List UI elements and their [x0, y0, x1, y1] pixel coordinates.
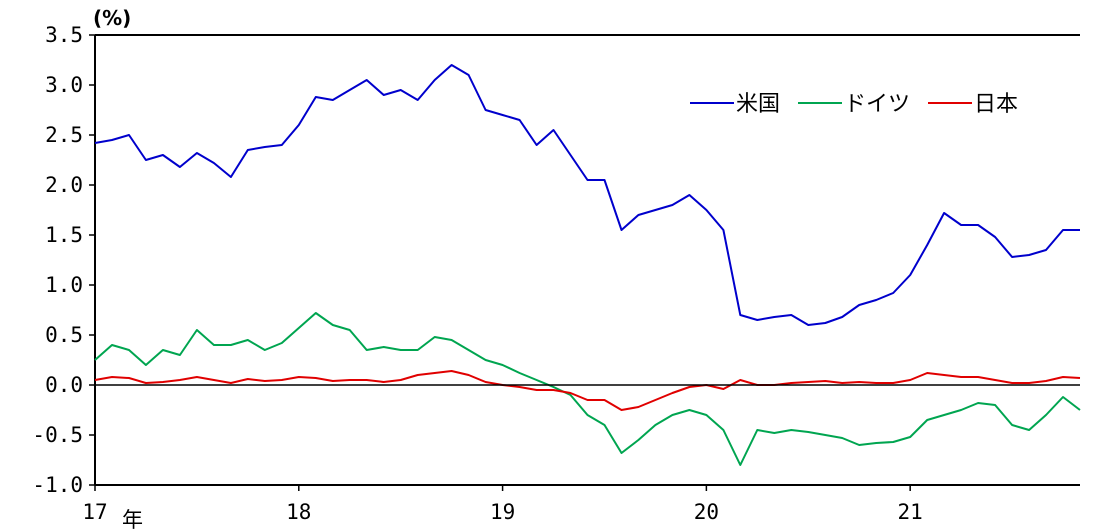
y-tick-label: 2.5: [45, 123, 83, 147]
y-tick-label: 3.5: [45, 23, 83, 47]
y-tick-label: 0.5: [45, 323, 83, 347]
legend-label-1: 米国: [736, 92, 780, 117]
y-tick-label: 2.0: [45, 173, 83, 197]
series-line-3: [94, 370, 1081, 411]
x-axis: 17 18 19 20 21: [82, 485, 923, 524]
x-tick-label: 17: [82, 500, 107, 524]
x-year-suffix: 年: [122, 508, 143, 531]
legend: 米国 ドイツ 日本: [690, 92, 1018, 117]
x-tick-label: 19: [490, 500, 515, 524]
series-line-1: [94, 64, 1080, 326]
x-tick-label: 18: [286, 500, 311, 524]
y-tick-label: 0.0: [45, 373, 83, 397]
y-tick-label: 3.0: [45, 73, 83, 97]
legend-label-2: ドイツ: [844, 92, 910, 117]
x-tick-label: 21: [898, 500, 923, 524]
y-unit-label: (%): [93, 6, 131, 30]
series-line-2: [94, 312, 1081, 466]
legend-label-3: 日本: [974, 92, 1018, 117]
y-axis: 3.5 3.0 2.5 2.0 1.5 1.0 0.5 0.0 -0.5 -1.0: [32, 23, 95, 497]
x-tick-label: 20: [694, 500, 719, 524]
y-tick-label: -0.5: [32, 423, 83, 447]
y-tick-label: -1.0: [32, 473, 83, 497]
y-tick-label: 1.0: [45, 273, 83, 297]
plot-frame: [94, 34, 1080, 486]
series-layer: [94, 64, 1081, 466]
y-tick-label: 1.5: [45, 223, 83, 247]
